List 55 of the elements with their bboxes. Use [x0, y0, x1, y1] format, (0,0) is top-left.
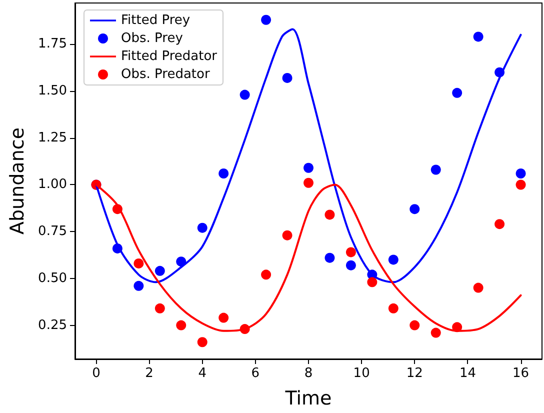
- legend-label: Obs. Predator: [121, 67, 210, 82]
- x-tick-label: 8: [304, 366, 313, 381]
- x-tick-label: 0: [92, 366, 100, 381]
- point: [430, 328, 441, 338]
- x-tick-label: 2: [145, 366, 154, 381]
- point: [430, 164, 441, 175]
- y-tick-label: 0.50: [38, 270, 67, 286]
- point: [197, 337, 208, 348]
- point: [452, 88, 462, 98]
- point: [473, 32, 484, 42]
- point: [367, 277, 378, 288]
- point: [218, 312, 229, 323]
- x-tick-label: 14: [459, 366, 476, 381]
- point: [261, 270, 272, 280]
- point: [154, 303, 165, 314]
- legend-label: Fitted Prey: [121, 13, 190, 28]
- point: [410, 204, 420, 214]
- legend-label: Obs. Prey: [121, 31, 184, 46]
- x-tick-label: 10: [353, 366, 370, 381]
- point: [134, 258, 144, 268]
- x-tick-label: 6: [251, 366, 260, 381]
- legend-label: Fitted Predator: [121, 49, 218, 64]
- point: [388, 254, 398, 265]
- point: [516, 168, 526, 178]
- point: [410, 320, 420, 330]
- point: [240, 90, 250, 100]
- point: [154, 266, 165, 276]
- point: [388, 303, 398, 314]
- point: [516, 180, 526, 190]
- y-axis-title: Abundance: [6, 127, 28, 235]
- x-tick-label: 12: [406, 366, 423, 381]
- point: [261, 14, 272, 25]
- y-tick-label: 1.50: [38, 84, 67, 99]
- y-tick-label: 1.00: [38, 177, 67, 192]
- y-tick-label: 0.25: [38, 318, 67, 333]
- x-tick-label: 4: [198, 366, 207, 381]
- y-tick-label: 1.75: [38, 36, 67, 52]
- point: [473, 282, 484, 293]
- point: [218, 168, 229, 178]
- y-tick-label: 1.25: [38, 130, 67, 146]
- point: [324, 210, 335, 220]
- y-tick-label: 0.75: [38, 224, 67, 240]
- point: [304, 178, 314, 188]
- point: [197, 222, 208, 233]
- point: [134, 280, 144, 291]
- point: [304, 162, 314, 173]
- point: [346, 247, 356, 258]
- x-tick-label: 16: [512, 366, 530, 381]
- point: [176, 320, 186, 330]
- x-axis-title: Time: [284, 388, 332, 410]
- point: [346, 260, 356, 270]
- point: [282, 72, 292, 83]
- point: [282, 230, 292, 240]
- point: [494, 219, 505, 230]
- point: [324, 252, 335, 263]
